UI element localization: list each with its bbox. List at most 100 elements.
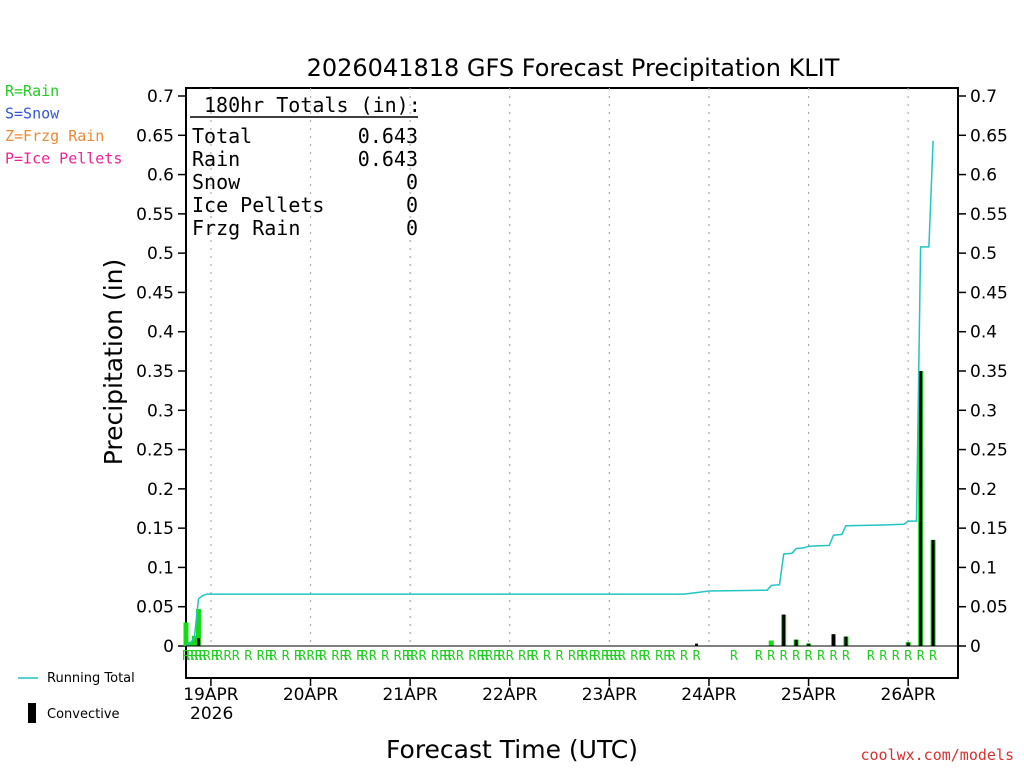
- ptype-marker: R: [929, 649, 937, 664]
- ptype-marker: R: [224, 649, 232, 664]
- ptype-marker: R: [664, 649, 672, 664]
- chart-title: 2026041818 GFS Forecast Precipitation KL…: [307, 54, 840, 82]
- ptype-marker: R: [406, 649, 414, 664]
- ptype-marker: R: [618, 649, 626, 664]
- ptype-marker: R: [186, 649, 194, 664]
- ptype-marker: R: [593, 649, 601, 664]
- ptype-marker: R: [265, 649, 273, 664]
- y-tick-label-right: 0.55: [970, 205, 1008, 225]
- x-tick-label: 21APR: [382, 685, 438, 705]
- ptype-marker: R: [518, 649, 526, 664]
- ptype-marker: R: [755, 649, 763, 664]
- ptype-marker: R: [361, 649, 369, 664]
- y-tick-label-right: 0.35: [970, 362, 1008, 382]
- ptype-marker: R: [792, 649, 800, 664]
- totals-row-value: 0: [406, 170, 418, 194]
- y-tick-label-right: 0.6: [970, 166, 997, 186]
- y-tick-label-left: 0.6: [147, 166, 174, 186]
- ptype-marker: R: [655, 649, 663, 664]
- totals-row-label: Snow: [192, 170, 241, 194]
- ptype-marker: R: [340, 649, 348, 664]
- totals-row-label: Total: [192, 124, 252, 148]
- ptype-marker: R: [485, 649, 493, 664]
- rain-bar: [183, 622, 189, 646]
- y-tick-label-left: 0.55: [136, 205, 174, 225]
- totals-row-value: 0: [406, 193, 418, 217]
- x-tick-label: 23APR: [582, 685, 638, 705]
- convective-bars: [196, 371, 935, 646]
- x-tick-label: 24APR: [681, 685, 737, 705]
- ptype-marker: R: [182, 649, 190, 664]
- ptype-marker: R: [282, 649, 290, 664]
- ptype-marker: R: [344, 649, 352, 664]
- ptype-marker: R: [190, 649, 198, 664]
- ptype-marker: R: [892, 649, 900, 664]
- ptype-marker: R: [767, 649, 775, 664]
- ptype-marker: R: [257, 649, 265, 664]
- ptype-marker: R: [232, 649, 240, 664]
- totals-row-label: Frzg Rain: [192, 216, 300, 240]
- ptype-marker: R: [203, 649, 211, 664]
- y-tick-label-left: 0.65: [136, 126, 174, 146]
- ptype-marker: R: [244, 649, 252, 664]
- ptype-marker: R: [531, 649, 539, 664]
- ptype-marker: R: [498, 649, 506, 664]
- ptype-marker: R: [693, 649, 701, 664]
- y-tick-label-right: 0.4: [970, 323, 997, 343]
- legend-convective-label: Convective: [47, 707, 120, 722]
- rain-bar: [768, 640, 774, 646]
- legend-running-total-label: Running Total: [47, 671, 135, 686]
- rain-bar: [187, 642, 193, 646]
- y-tick-label-left: 0.7: [147, 87, 174, 107]
- ptype-marker: R: [668, 649, 676, 664]
- ptype-marker: R: [568, 649, 576, 664]
- type-legend-item: S=Snow: [5, 105, 60, 123]
- ptype-marker: R: [730, 649, 738, 664]
- ptype-marker: R: [332, 649, 340, 664]
- ptype-marker: R: [917, 649, 925, 664]
- y-axis-label: Precipitation (in): [99, 259, 128, 466]
- y-tick-label-right: 0.3: [970, 401, 997, 421]
- ptype-marker: R: [643, 649, 651, 664]
- ptype-marker: R: [605, 649, 613, 664]
- ptype-marker: R: [556, 649, 564, 664]
- y-tick-label-left: 0.1: [147, 558, 174, 578]
- legend-convective-swatch: [28, 703, 36, 723]
- type-legend-item: Z=Frzg Rain: [5, 127, 104, 145]
- watermark: coolwx.com/models: [860, 746, 1014, 764]
- rain-bars: [183, 371, 936, 646]
- ptype-marker: R: [601, 649, 609, 664]
- totals-row-value: 0: [406, 216, 418, 240]
- ptype-marker: R: [630, 649, 638, 664]
- x-gridlines: [210, 88, 909, 646]
- convective-bar: [807, 643, 811, 646]
- ptype-marker: R: [294, 649, 302, 664]
- ptype-marker: R: [879, 649, 887, 664]
- y-tick-label-right: 0.65: [970, 126, 1008, 146]
- totals-header: 180hr Totals (in):: [204, 93, 421, 117]
- convective-bar: [844, 636, 848, 646]
- ptype-marker: R: [805, 649, 813, 664]
- ptype-marker: R: [419, 649, 427, 664]
- ptype-marker: R: [319, 649, 327, 664]
- y-tick-label-left: 0.3: [147, 401, 174, 421]
- y-tick-label-right: 0.2: [970, 480, 997, 500]
- ptype-marker: R: [639, 649, 647, 664]
- convective-bar: [794, 639, 798, 646]
- ptype-marker: R: [543, 649, 551, 664]
- ptype-marker: R: [410, 649, 418, 664]
- type-legend-item: R=Rain: [5, 82, 59, 100]
- totals-row-value: 0.643: [358, 147, 418, 171]
- ptype-marker: R: [307, 649, 315, 664]
- y-tick-label-left: 0.45: [136, 283, 174, 303]
- x-tick-label: 19APR: [183, 685, 239, 705]
- type-legend-item: P=Ice Pellets: [5, 150, 122, 168]
- y-tick-label-left: 0.25: [136, 441, 174, 461]
- ptype-marker: R: [211, 649, 219, 664]
- y-tick-label-right: 0.7: [970, 87, 997, 107]
- ptype-marker: R: [817, 649, 825, 664]
- ptype-marker: R: [477, 649, 485, 664]
- plot-area: [185, 87, 959, 679]
